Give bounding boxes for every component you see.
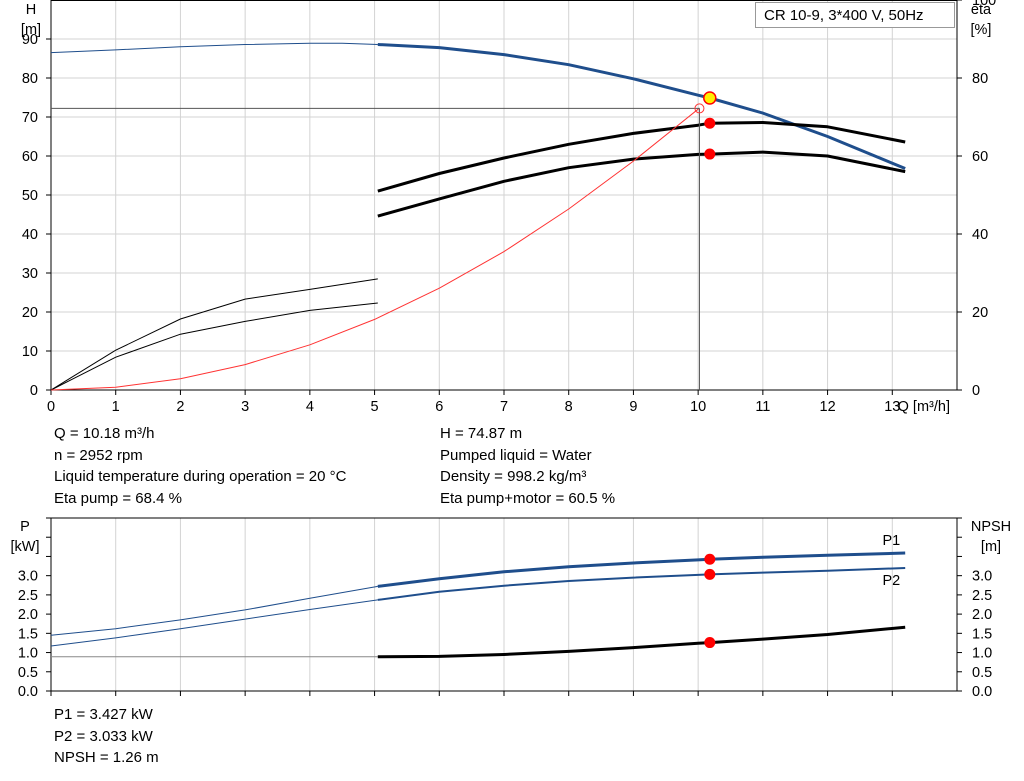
p-tick-label: 1.5 (18, 626, 38, 642)
info-top-right: H = 74.87 m Pumped liquid = Water Densit… (440, 423, 615, 509)
y-tick-label: 40 (22, 227, 38, 243)
x-tick-label: 8 (565, 399, 573, 415)
x-tick-label: 11 (755, 399, 770, 415)
p1-series-label: P1 (882, 533, 900, 549)
y2-tick-label: 100 (972, 0, 996, 9)
y2-axis-label: eta (971, 2, 992, 18)
eta-pump-motor-curve (377, 150, 906, 218)
x-tick-label: 7 (500, 399, 508, 415)
x-tick-label: 13 (884, 399, 900, 415)
info-liquid: Pumped liquid = Water (440, 446, 592, 464)
y-tick-label: 30 (22, 266, 38, 282)
npsh-tick-label: 2.0 (972, 607, 992, 623)
eta-pump-curve-extrapolated (50, 278, 378, 391)
eta-pump-marker (704, 117, 716, 129)
y2-tick-label: 40 (972, 227, 988, 243)
p-tick-label: 2.5 (18, 588, 38, 604)
y-axis-unit: [m] (21, 22, 41, 38)
y2-tick-label: 0 (972, 383, 980, 399)
npsh-axis-unit: [m] (981, 539, 1001, 555)
x-tick-label: 12 (820, 399, 836, 415)
eta-pump-motor-curve-extrapolated (50, 302, 378, 391)
p1-operating-marker (704, 553, 716, 565)
npsh-curve (377, 625, 906, 659)
y-tick-label: 0 (30, 383, 38, 399)
y2-tick-label: 20 (972, 305, 988, 321)
operating-point-marker (703, 91, 717, 105)
chart-title-box: CR 10-9, 3*400 V, 50Hz (755, 2, 955, 28)
y-tick-label: 60 (22, 149, 38, 165)
info-top-left: Q = 10.18 m³/h n = 2952 rpm Liquid tempe… (54, 423, 346, 509)
info-flow: Q = 10.18 m³/h (54, 425, 155, 442)
info-temperature: Liquid temperature during operation = 20… (54, 468, 347, 485)
x-tick-label: 3 (241, 399, 249, 415)
system-curve (50, 107, 700, 391)
info-eta-pump: Eta pump = 68.4 % (54, 489, 182, 507)
npsh-operating-marker (704, 637, 716, 649)
p-tick-label: 3.0 (18, 569, 38, 585)
y-axis-label: H (26, 2, 36, 18)
head-curve (377, 43, 906, 170)
chart-title: CR 10-9, 3*400 V, 50Hz (764, 7, 924, 24)
npsh-tick-label: 1.0 (972, 646, 992, 662)
x-tick-label: 10 (690, 399, 706, 415)
p-tick-label: 2.0 (18, 607, 38, 623)
p-axis-label: P (20, 519, 30, 535)
p-tick-label: 1.0 (18, 646, 38, 662)
x-tick-label: 5 (371, 399, 379, 415)
p1-curve (377, 551, 906, 588)
p-axis-unit: [kW] (11, 539, 40, 555)
info-density: Density = 998.2 kg/m³ (440, 468, 587, 485)
y-tick-label: 20 (22, 305, 38, 321)
p1-curve-extrapolated (50, 585, 378, 636)
y-tick-label: 80 (22, 71, 38, 87)
info-eta-pump-motor: Eta pump+motor = 60.5 % (440, 489, 616, 507)
p2-curve-extrapolated (50, 599, 378, 647)
x-tick-label: 2 (176, 399, 184, 415)
npsh-tick-label: 2.5 (972, 588, 992, 604)
y-tick-label: 90 (22, 32, 38, 48)
y-tick-label: 70 (22, 110, 38, 126)
info-p2: P2 = 3.033 kW (54, 727, 153, 745)
x-axis-label: Q [m³/h] (898, 399, 950, 415)
p-tick-label: 0.5 (18, 665, 38, 681)
x-tick-label: 9 (629, 399, 637, 415)
npsh-tick-label: 1.5 (972, 626, 992, 642)
eta-pump-motor-marker (704, 148, 716, 160)
info-speed: n = 2952 rpm (54, 446, 143, 464)
info-p1: P1 = 3.427 kW (54, 706, 153, 723)
x-tick-label: 6 (435, 399, 443, 415)
x-tick-label: 4 (306, 399, 314, 415)
npsh-tick-label: 0.0 (972, 684, 992, 700)
x-tick-label: 1 (112, 399, 120, 415)
npsh-axis-label: NPSH (971, 519, 1011, 535)
head-curve-extrapolated (50, 42, 378, 54)
info-bottom: P1 = 3.427 kW P2 = 3.033 kW NPSH = 1.26 … (54, 704, 159, 769)
system-duty-point (694, 103, 705, 114)
eta-pump-curve (377, 121, 906, 193)
info-head: H = 74.87 m (440, 425, 523, 442)
y2-tick-label: 80 (972, 71, 988, 87)
info-npsh: NPSH = 1.26 m (54, 749, 159, 766)
y-tick-label: 10 (22, 344, 38, 360)
npsh-tick-label: 0.5 (972, 665, 992, 681)
p2-series-label: P2 (882, 573, 900, 589)
y-tick-label: 50 (22, 188, 38, 204)
x-tick-label: 0 (47, 399, 55, 415)
p2-curve (377, 567, 906, 601)
npsh-tick-label: 3.0 (972, 569, 992, 585)
p-tick-label: 0.0 (18, 684, 38, 700)
p2-operating-marker (704, 568, 716, 580)
y2-tick-label: 60 (972, 149, 988, 165)
y2-axis-unit: [%] (971, 22, 992, 38)
